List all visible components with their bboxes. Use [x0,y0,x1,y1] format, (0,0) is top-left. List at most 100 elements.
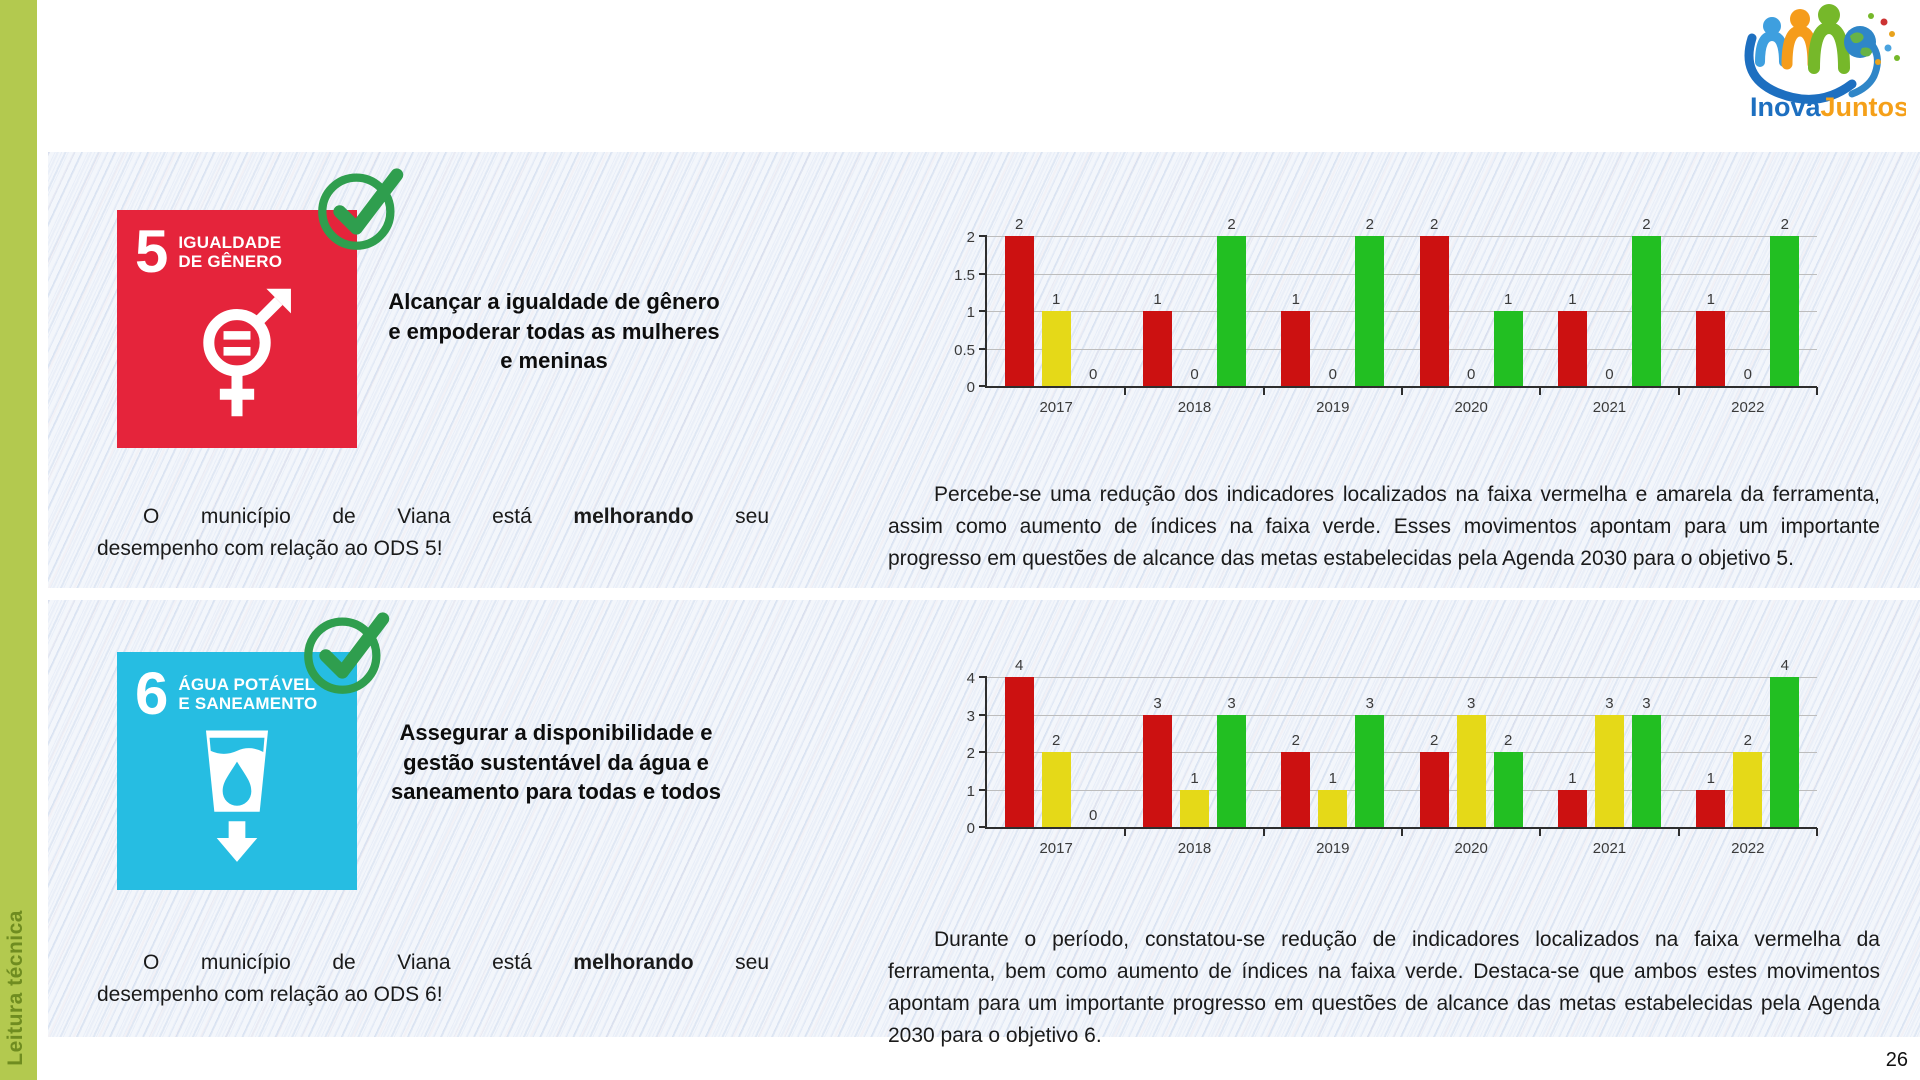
y-axis-tick [979,751,987,753]
x-axis-year-label: 2017 [1039,840,1073,857]
bar-value-label: 1 [1153,291,1162,308]
gridline [987,236,1817,237]
year-group: 1 0 2 2019 [1264,216,1404,416]
bar-slot: 1 [1557,236,1587,386]
bar-faixa-amarela [1041,752,1071,827]
gridline [987,789,1817,791]
bar-value-label: 1 [1706,769,1715,787]
bar-value-label: 1 [1568,769,1577,787]
bar-value-label: 0 [1605,366,1614,383]
y-axis-tick-label: 0 [966,379,975,396]
bar-value-label: 2 [1429,216,1439,233]
bar-slot: 2 [1004,216,1034,386]
bar-slot: 3 [1594,677,1624,827]
improving-check-icon [304,612,390,694]
sdg6-header: 6 ÁGUA POTÁVEL E SANEAMENTO [117,652,357,724]
status-highlight: melhorando [573,505,694,528]
bar-value-label: 3 [1153,694,1162,712]
x-axis-year-label: 2017 [1039,399,1073,416]
y-axis-tick [979,788,987,791]
bar-slot: 1 [1179,677,1209,827]
bar-faixa-vermelha [1281,752,1311,827]
bar-faixa-vermelha [1142,714,1172,827]
bar-faixa-vermelha [1557,789,1587,827]
bar-faixa-vermelha [1142,311,1172,386]
bar-slot: 1 [1493,236,1523,386]
gridline [987,714,1817,716]
bar-slot: 1 [1041,236,1071,386]
y-axis-tick [979,385,987,387]
bar-value-label: 1 [1190,769,1199,787]
bar-faixa-verde [1493,752,1523,827]
bar-value-label: 2 [1291,732,1300,749]
bar-value-label: 1 [1706,291,1715,308]
bar-value-label: 2 [1227,216,1236,233]
bar-value-label: 3 [1227,694,1236,712]
x-axis-year-label: 2018 [1177,399,1212,416]
bar-slot: 2 [1041,677,1071,827]
sdg5-title: IGUALDADE DE GÊNERO [178,233,283,272]
page-number: 26 [1885,1049,1908,1071]
bar-slot: 2 [1281,677,1311,827]
year-group: 1 0 2 2022 [1679,216,1819,416]
bar-value-label: 3 [1365,694,1374,712]
bar-slot: 2 [1631,216,1661,386]
bar-slot: 1 [1142,236,1172,386]
status-highlight: melhorando [573,951,694,974]
gridline [987,348,1817,350]
sdg5-tile: 5 IGUALDADE DE GÊNERO [117,210,357,448]
y-axis-tick-label: 1 [966,782,975,800]
bar-faixa-vermelha [1004,236,1034,386]
y-axis-tick-label: 2 [966,745,975,762]
year-group: 2 0 1 2020 [1402,216,1542,416]
plot-area: 0 0.5 1 1.5 2 2 1 0 2017 1 0 2 2018 1 0 2 2019 2 0 1 2020 1 0 2… [954,216,1819,416]
x-axis-year-label: 2019 [1316,399,1350,416]
gridline [987,752,1817,753]
x-axis-year-label: 2018 [1177,840,1212,857]
bar-value-label: 2 [1642,216,1651,233]
bar-faixa-verde [1216,236,1246,386]
bar-value-label: 2 [1780,216,1789,233]
logo-text-juntos: Juntos [1821,92,1906,122]
sdg6-tile: 6 ÁGUA POTÁVEL E SANEAMENTO [117,652,357,890]
ods5-indicator-chart: 0 0.5 1 1.5 2 2 1 0 2017 1 0 2 2018 1 0 2 2019 2 0 1 2020 1 0 2… [954,216,1819,416]
y-axis-tick [979,310,987,312]
bar-faixa-vermelha [1557,311,1587,386]
bar-faixa-amarela [1733,752,1763,827]
ods5-status-text: O município de Viana está melhorando seu… [97,505,769,560]
bar-faixa-vermelha [1696,311,1726,386]
ods5-goal-heading: Alcançar a igualdade de gênero e empoder… [388,289,720,374]
bar-value-label: 2 [1743,732,1752,749]
logo-text-inova: Inova [1750,92,1822,122]
bar-slot: 0 [1079,677,1108,827]
x-axis-year-label: 2021 [1592,840,1627,857]
year-group: 1 3 3 2021 [1540,677,1680,857]
svg-text:InovaJuntos: InovaJuntos [1750,92,1906,122]
y-axis-tick [979,272,987,275]
sidebar-vertical-label: Leitura técnica [4,910,27,1066]
inovajuntos-logo: InovaJuntos [1714,4,1909,122]
gridline [987,677,1817,678]
bar-faixa-amarela [1041,311,1071,386]
ods5-analysis-text: Percebe-se uma redução dos indicadores l… [888,483,1880,570]
bar-value-label: 2 [1429,732,1439,749]
bar-value-label: 2 [1365,216,1374,233]
bar-slot: 2 [1733,677,1763,827]
y-axis-tick [979,713,987,716]
bar-slot: 1 [1696,677,1726,827]
year-group: 1 0 2 2021 [1540,216,1680,416]
bar-slot: 3 [1216,677,1246,827]
bar-slot: 3 [1631,677,1661,827]
ods6-indicator-chart: 0 1 2 3 4 4 2 0 2017 3 1 3 2018 2 1 3 2019 2 3 2 2020 1 3 3 2021… [967,657,1819,857]
bar-faixa-amarela [1456,714,1486,827]
y-axis-tick-label: 0 [966,820,975,837]
bar-value-label: 4 [1014,657,1024,674]
y-axis-tick-label: 1 [966,304,975,321]
year-group: 3 1 3 2018 [1125,677,1265,857]
plot-area: 0 1 2 3 4 4 2 0 2017 3 1 3 2018 2 1 3 2019 2 3 2 2020 1 3 3 2021… [967,657,1819,857]
sidebar-strip: Leitura técnica [0,0,37,1080]
year-group: 2 1 0 2017 [987,216,1127,416]
ods6-goal-heading: Assegurar a disponibilidade e gestão sus… [390,720,722,805]
y-axis-tick [979,826,987,828]
